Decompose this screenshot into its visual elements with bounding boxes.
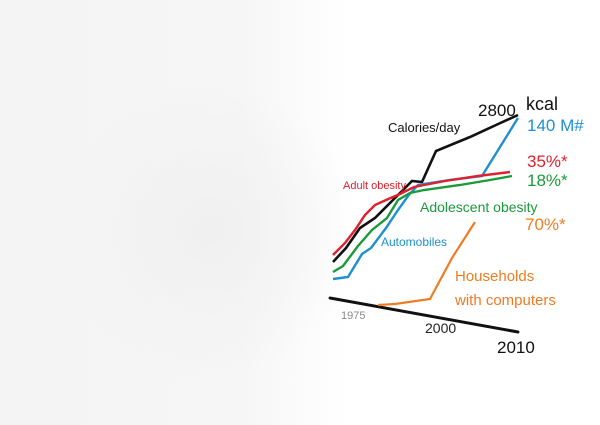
calories-end-value: 2800 — [478, 101, 516, 120]
automobiles-end-label: 140 M# — [527, 116, 584, 135]
series-line-computers — [377, 221, 476, 307]
x-tick-label: 2000 — [425, 320, 456, 336]
computers-label-line2: with computers — [454, 292, 556, 309]
series-line-calories — [332, 113, 519, 263]
computers-end-label: 70%* — [525, 215, 566, 234]
automobiles-label: Automobiles — [381, 235, 447, 249]
x-tick-label: 2010 — [497, 338, 535, 357]
series-line-adolescent-obesity — [332, 174, 513, 274]
series-line-adult-obesity — [332, 170, 511, 256]
adult-obesity-label: Adult obesity — [343, 180, 406, 192]
adolescent-obesity-label: Adolescent obesity — [420, 199, 538, 215]
calories-label: Calories/day — [388, 120, 461, 135]
calories-unit: kcal — [526, 94, 558, 114]
adult-obesity-end-label: 35%* — [527, 152, 568, 171]
x-axis-line — [328, 296, 520, 334]
computers-label-line1: Households — [455, 268, 534, 285]
x-tick-label: 1975 — [341, 310, 365, 322]
adolescent-obesity-end-label: 18%* — [527, 171, 568, 190]
